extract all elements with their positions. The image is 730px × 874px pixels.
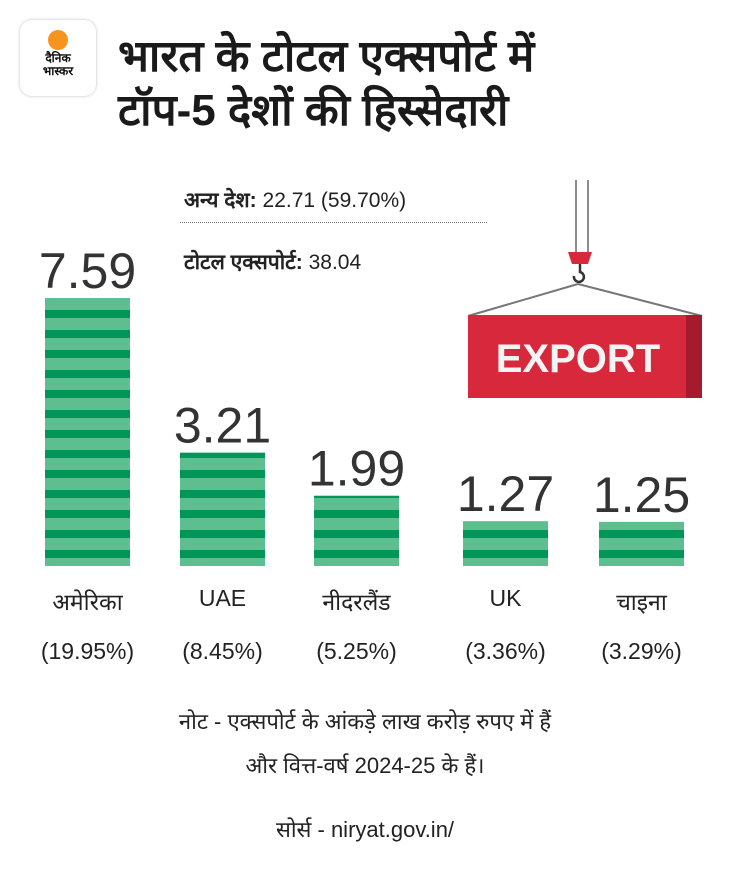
others-label: अन्य देश: [184,189,257,212]
share-label: (3.36%) [465,638,546,664]
title-line-1: भारत के टोटल एक्सपोर्ट में [118,32,535,81]
source-text: सोर्स - niryat.gov.in/ [275,817,455,842]
value-label: 1.27 [457,466,554,522]
divider [180,222,487,223]
bar-0 [45,298,130,566]
share-label: (5.25%) [316,638,397,664]
bar-1 [180,452,265,566]
value-label: 7.59 [39,243,136,299]
category-label: चाइना [616,589,667,615]
value-label: 3.21 [174,398,271,454]
value-label: 1.25 [593,467,690,523]
sun-icon [48,30,68,50]
bar-2 [314,495,399,566]
share-label: (19.95%) [40,638,135,664]
share-label: (3.29%) [601,638,682,664]
others-value: 22.71 (59.70%) [262,189,407,212]
bar-3 [463,521,548,566]
share-label: (8.45%) [182,638,263,664]
note-line-1: नोट - एक्सपोर्ट के आंकड़े लाख करोड़ रुपए… [178,709,552,734]
logo-text-2: भास्कर [42,64,74,78]
dainik-bhaskar-logo: दैनिक भास्कर [20,20,96,96]
container-label: EXPORT [496,337,660,381]
total-info: टोटल एक्सपोर्ट: 38.04 [184,248,361,276]
note-line-2: और वित्त-वर्ष 2024-25 के हैं। [245,753,485,778]
title-line-2: टॉप-5 देशों की हिस्सेदारी [118,86,509,135]
export-container-illustration: EXPORT [467,180,703,398]
total-label: टोटल एक्सपोर्ट: [184,251,303,274]
category-label: UK [489,585,522,611]
hook-icon [572,264,586,284]
page-title: भारत के टोटल एक्सपोर्ट में टॉप-5 देशों क… [118,30,534,138]
crane-block [568,252,592,264]
category-label: अमेरिका [52,589,123,615]
logo-text-1: दैनिक [45,51,71,65]
value-label: 1.99 [308,441,405,497]
others-info: अन्य देश: 22.71 (59.70%) [184,186,406,214]
total-value: 38.04 [308,251,362,274]
bar-4 [599,521,684,566]
category-label: UAE [198,585,247,611]
category-label: नीदरलैंड [322,589,391,615]
